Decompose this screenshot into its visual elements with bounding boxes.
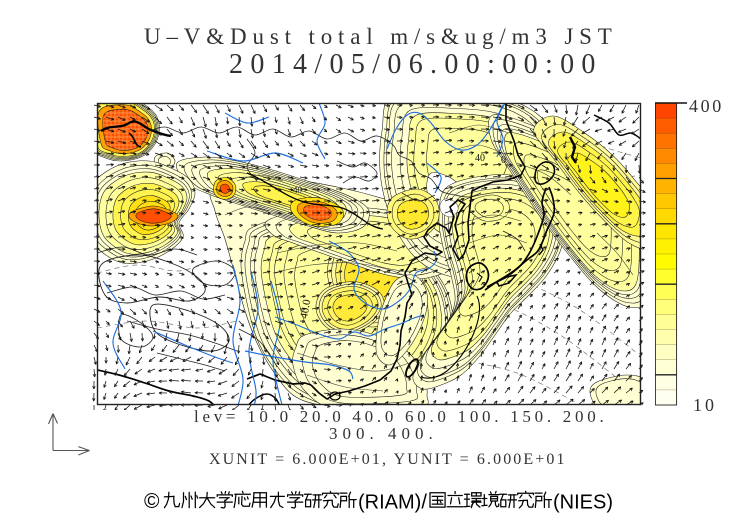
svg-text:©: © bbox=[144, 490, 160, 513]
svg-text:40: 40 bbox=[293, 185, 303, 195]
svg-text:0: 0 bbox=[501, 155, 506, 166]
svg-text:40.0: 40.0 bbox=[298, 298, 313, 320]
svg-text:(RIAM)/: (RIAM)/ bbox=[358, 492, 427, 514]
svg-text:(NIES): (NIES) bbox=[553, 492, 613, 514]
svg-text:40: 40 bbox=[475, 153, 485, 164]
